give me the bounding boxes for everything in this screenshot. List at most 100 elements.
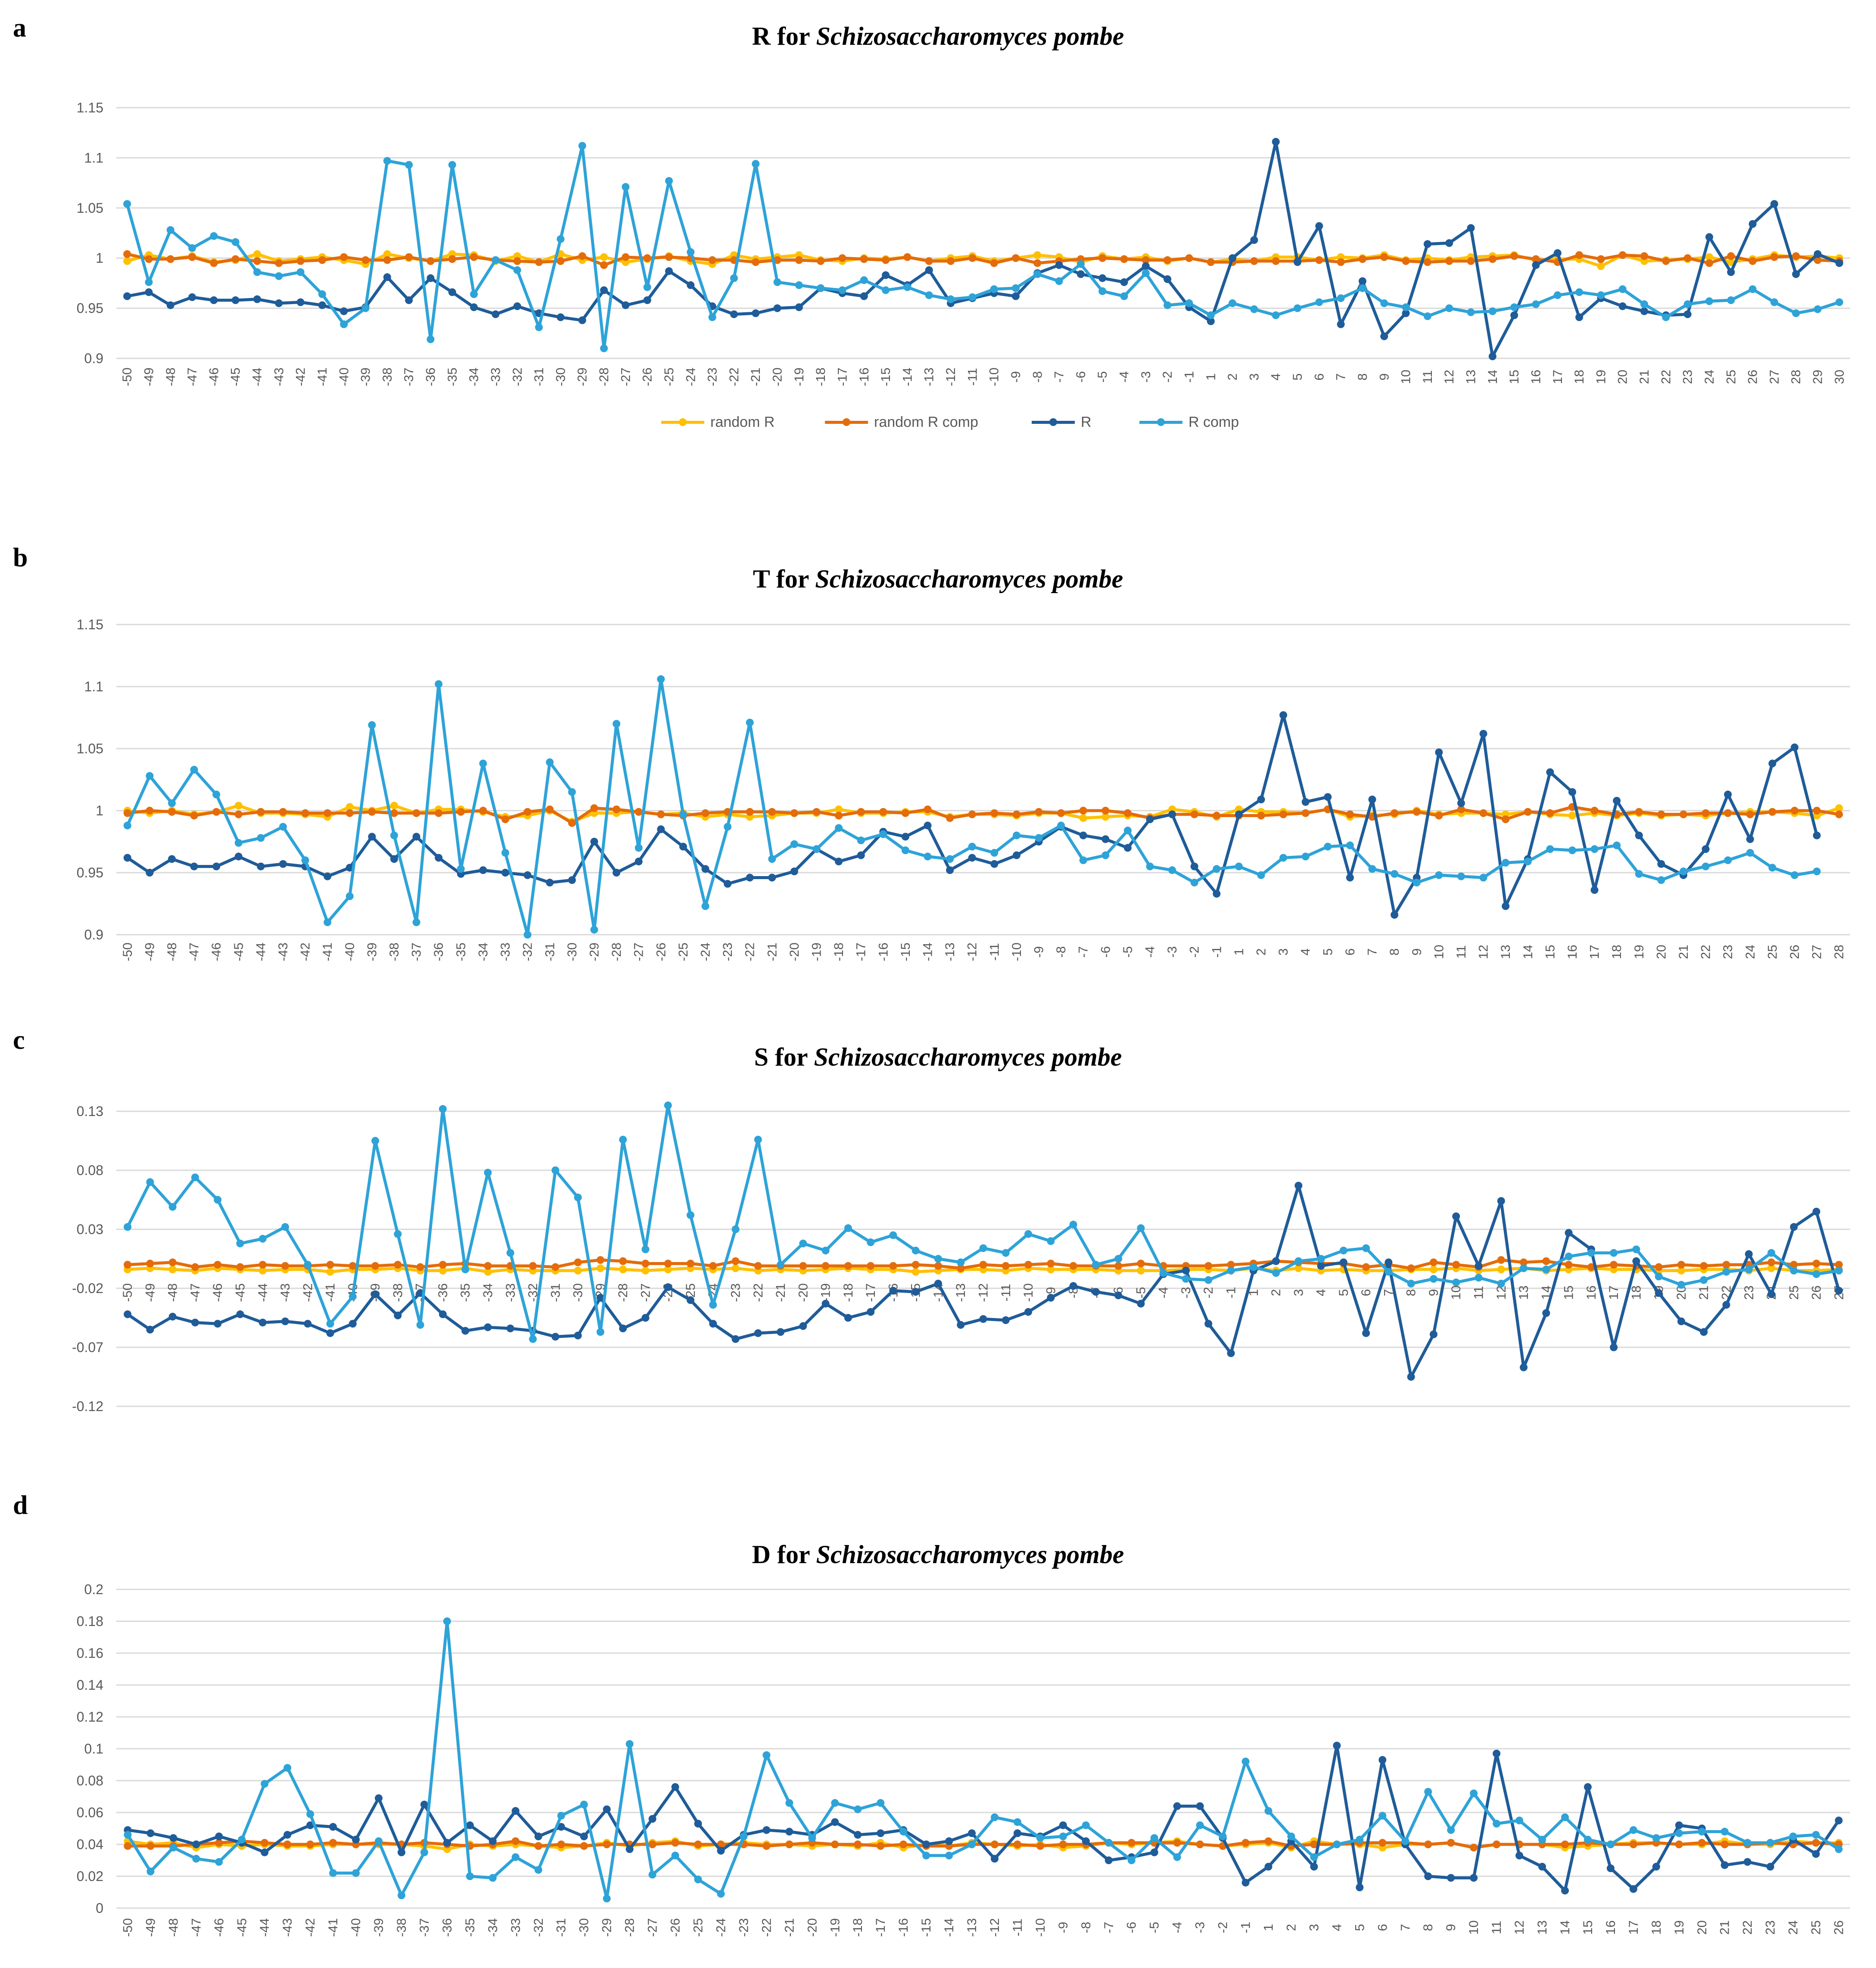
data-point	[1079, 831, 1087, 839]
x-tick-label: -25	[691, 1918, 705, 1937]
data-point	[664, 1283, 672, 1291]
data-point	[1542, 1309, 1550, 1317]
x-tick-label: -22	[751, 1283, 765, 1302]
x-tick-label: -38	[380, 367, 395, 386]
data-point	[821, 1300, 830, 1308]
data-point	[1618, 285, 1627, 293]
data-point	[1445, 304, 1453, 312]
data-point	[261, 1839, 269, 1847]
data-point	[812, 845, 821, 853]
x-tick-label: 2	[1254, 948, 1269, 956]
x-tick-label: -23	[729, 1283, 743, 1302]
y-tick-label: 1	[96, 250, 103, 266]
data-point	[457, 865, 465, 873]
data-point	[1337, 320, 1345, 328]
x-tick-label: -47	[185, 367, 199, 386]
data-point	[1204, 1276, 1213, 1284]
data-point	[1412, 879, 1421, 887]
data-point	[665, 267, 673, 275]
data-point	[523, 871, 532, 879]
x-tick-label: 15	[1581, 1920, 1595, 1934]
data-point	[188, 244, 196, 252]
data-point	[426, 257, 435, 265]
x-tick-label: 24	[1743, 945, 1758, 959]
x-tick-label: -2	[1216, 1922, 1230, 1934]
data-point	[405, 253, 413, 261]
data-point	[648, 1841, 656, 1848]
data-point	[1012, 831, 1020, 839]
data-point	[762, 1826, 771, 1834]
data-point	[348, 1262, 357, 1270]
x-tick-label: -19	[819, 1283, 833, 1302]
x-tick-label: -31	[554, 1918, 569, 1937]
x-tick-label: 5	[1321, 948, 1335, 956]
data-point	[1079, 807, 1087, 815]
data-point	[123, 200, 131, 208]
x-tick-label: -22	[727, 367, 741, 386]
data-point	[231, 238, 240, 246]
data-point	[1610, 1249, 1618, 1257]
data-point	[212, 808, 221, 816]
x-tick-label: -30	[565, 942, 579, 961]
y-tick-label: 1	[96, 803, 103, 818]
data-point	[506, 1324, 514, 1333]
data-point	[1079, 856, 1087, 864]
x-tick-label: 9	[1410, 948, 1424, 956]
data-point	[1835, 1845, 1843, 1853]
data-point	[882, 256, 890, 264]
series-line-r	[127, 1184, 1841, 1378]
data-point	[324, 872, 332, 880]
data-point	[1683, 310, 1692, 318]
y-tick-label: 1.15	[77, 100, 103, 115]
data-point	[1036, 1842, 1044, 1850]
x-tick-label: -49	[143, 1283, 157, 1302]
data-point	[1229, 254, 1237, 262]
data-point	[968, 254, 977, 262]
data-point	[1173, 1802, 1181, 1810]
data-point	[831, 1841, 839, 1848]
data-point	[1538, 1835, 1546, 1844]
x-tick-label: 25	[1787, 1285, 1801, 1300]
x-tick-label: 13	[1535, 1920, 1549, 1934]
data-point	[1279, 854, 1288, 862]
data-point	[534, 1866, 542, 1874]
data-point	[860, 255, 868, 263]
data-point	[1279, 711, 1288, 719]
data-point	[253, 257, 261, 265]
data-point	[448, 255, 456, 263]
data-point	[166, 255, 174, 263]
chart-title-species: Schizosaccharomyces pombe	[815, 565, 1123, 593]
x-tick-label: -20	[787, 942, 802, 961]
data-point	[1368, 865, 1376, 873]
data-point	[123, 292, 131, 300]
data-point	[1137, 1259, 1145, 1268]
data-point	[990, 860, 999, 868]
data-point	[1137, 1266, 1145, 1275]
data-point	[1035, 808, 1043, 816]
legend-label-random-r-comp: random R comp	[874, 413, 978, 430]
data-point	[1700, 1328, 1708, 1336]
data-point	[600, 253, 608, 261]
data-point	[1447, 1826, 1455, 1834]
chart-title-text: R for	[752, 22, 810, 50]
x-tick-label: 1	[1232, 948, 1246, 956]
data-point	[1610, 1343, 1618, 1351]
y-tick-label: 0.2	[84, 1582, 103, 1597]
data-point	[752, 258, 760, 266]
y-tick-label: 1.1	[84, 150, 103, 165]
data-point	[1002, 1249, 1010, 1257]
data-point	[1722, 1268, 1730, 1276]
data-point	[1770, 253, 1778, 261]
data-point	[529, 1262, 537, 1270]
data-point	[619, 1324, 627, 1333]
data-point	[1114, 1291, 1123, 1300]
x-tick-label: 13	[1464, 370, 1478, 384]
data-point	[838, 254, 846, 262]
data-point	[253, 250, 261, 258]
data-point	[694, 1841, 702, 1848]
x-tick-label: -46	[212, 1918, 226, 1937]
x-tick-label: 13	[1499, 945, 1513, 959]
data-point	[1724, 809, 1732, 817]
data-point	[1590, 807, 1599, 815]
data-point	[1655, 1289, 1663, 1297]
